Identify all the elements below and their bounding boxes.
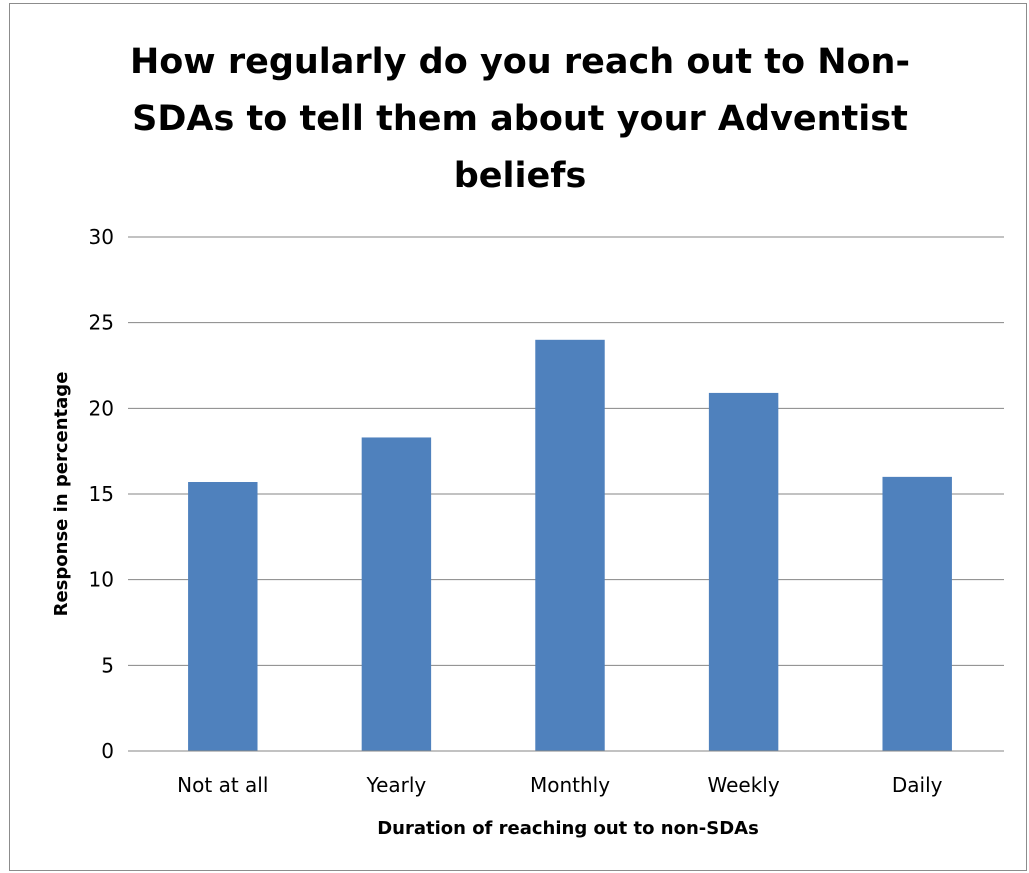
x-axis-title: Duration of reaching out to non-SDAs (377, 818, 759, 839)
y-tick-label: 10 (89, 568, 114, 592)
y-tick-label: 25 (89, 311, 114, 335)
bar (882, 476, 952, 751)
bar (361, 437, 432, 751)
y-axis-tick-labels: 0 5 10 15 20 25 30 (89, 225, 114, 763)
chart-title: How regularly do you reach out to Non-SD… (129, 42, 911, 196)
x-tick-label: Weekly (708, 773, 780, 797)
x-tick-label: Daily (892, 773, 943, 797)
chart-frame (9, 3, 1027, 871)
y-tick-label: 20 (89, 396, 114, 420)
x-tick-label: Yearly (366, 773, 427, 797)
x-tick-label: Monthly (530, 773, 610, 797)
bar (535, 339, 605, 751)
bar (188, 482, 258, 751)
bars (188, 339, 952, 751)
x-axis-tick-labels: Not at all Yearly Monthly Weekly Daily (177, 773, 942, 797)
bar (708, 392, 779, 751)
y-tick-label: 0 (101, 739, 114, 763)
x-tick-label: Not at all (177, 773, 268, 797)
y-tick-label: 15 (89, 482, 114, 506)
y-tick-label: 5 (101, 653, 114, 677)
y-axis-title: Response in percentage (51, 372, 72, 617)
y-tick-label: 30 (89, 225, 114, 249)
